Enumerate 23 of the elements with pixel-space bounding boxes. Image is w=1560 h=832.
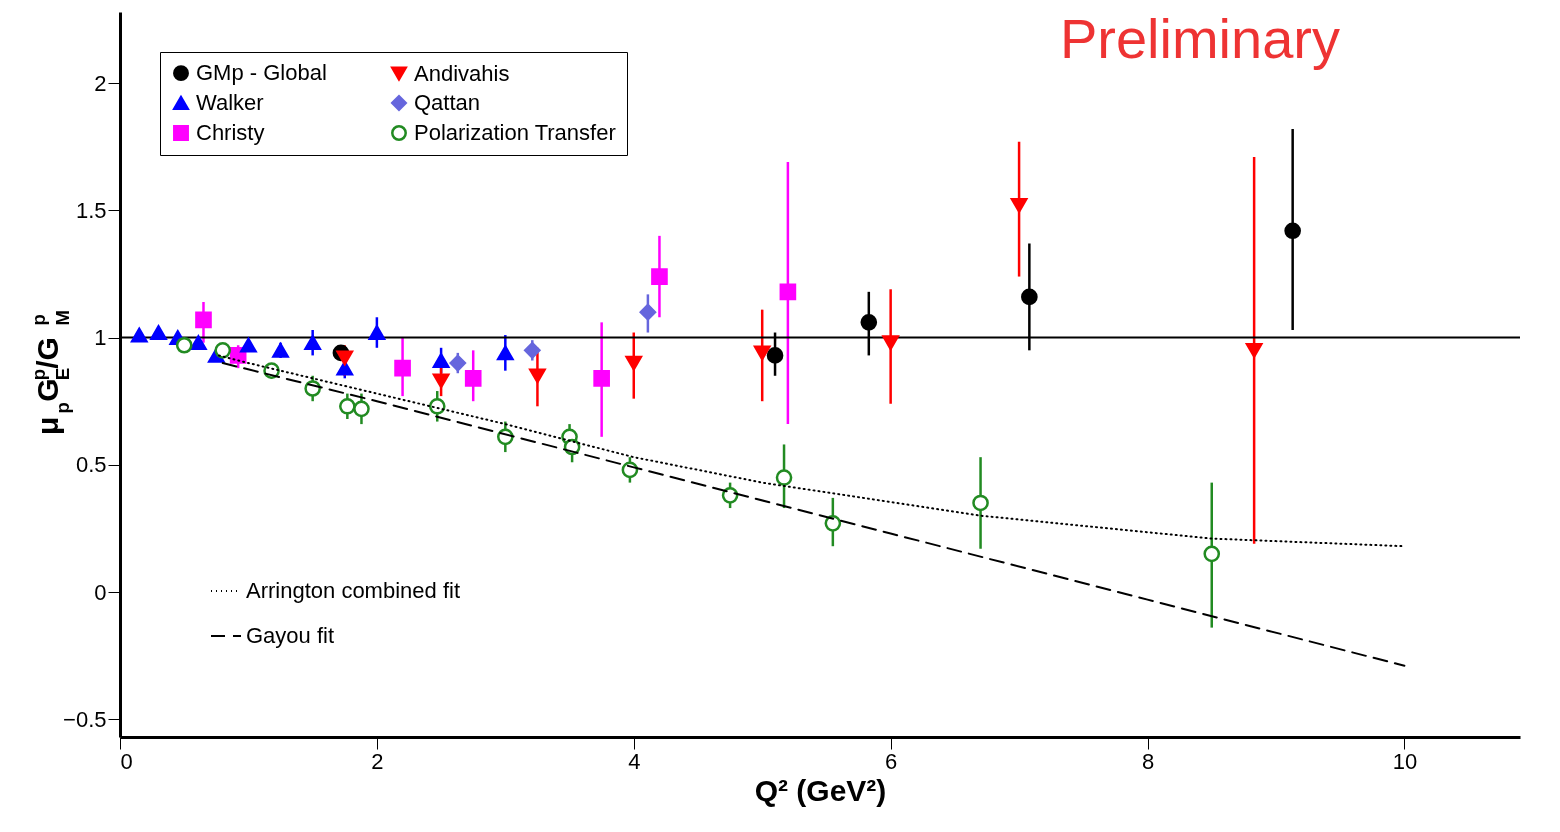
y-axis-title: μpGEp/GMp <box>28 310 73 435</box>
y-tick-label: 2 <box>94 70 107 96</box>
legend-label: Walker <box>196 90 264 115</box>
x-tick-label: 2 <box>371 748 384 774</box>
legend-label: Christy <box>196 120 265 145</box>
x-tick-label: 4 <box>628 748 641 774</box>
x-tick-label: 6 <box>885 748 898 774</box>
y-tick-label: −0.5 <box>63 706 107 732</box>
x-tick-label: 10 <box>1392 748 1418 774</box>
legend-label: Gayou fit <box>246 623 335 648</box>
annotation: Preliminary <box>1059 7 1340 70</box>
legend-label: Polarization Transfer <box>414 120 616 145</box>
x-tick-label: 8 <box>1141 748 1155 774</box>
legend-label: Qattan <box>414 90 481 115</box>
legend-label: Arrington combined fit <box>246 578 460 603</box>
legend-label: Andivahis <box>414 60 510 86</box>
y-tick-label: 1 <box>94 325 107 351</box>
y-tick-label: 0.5 <box>75 452 107 478</box>
y-tick-label: 0 <box>94 579 107 605</box>
y-tick-label: 1.5 <box>75 197 107 223</box>
x-tick-label: 0 <box>120 748 133 774</box>
legend-label: GMp - Global <box>196 60 327 86</box>
x-axis-title: Q² (GeV²) <box>754 773 887 807</box>
